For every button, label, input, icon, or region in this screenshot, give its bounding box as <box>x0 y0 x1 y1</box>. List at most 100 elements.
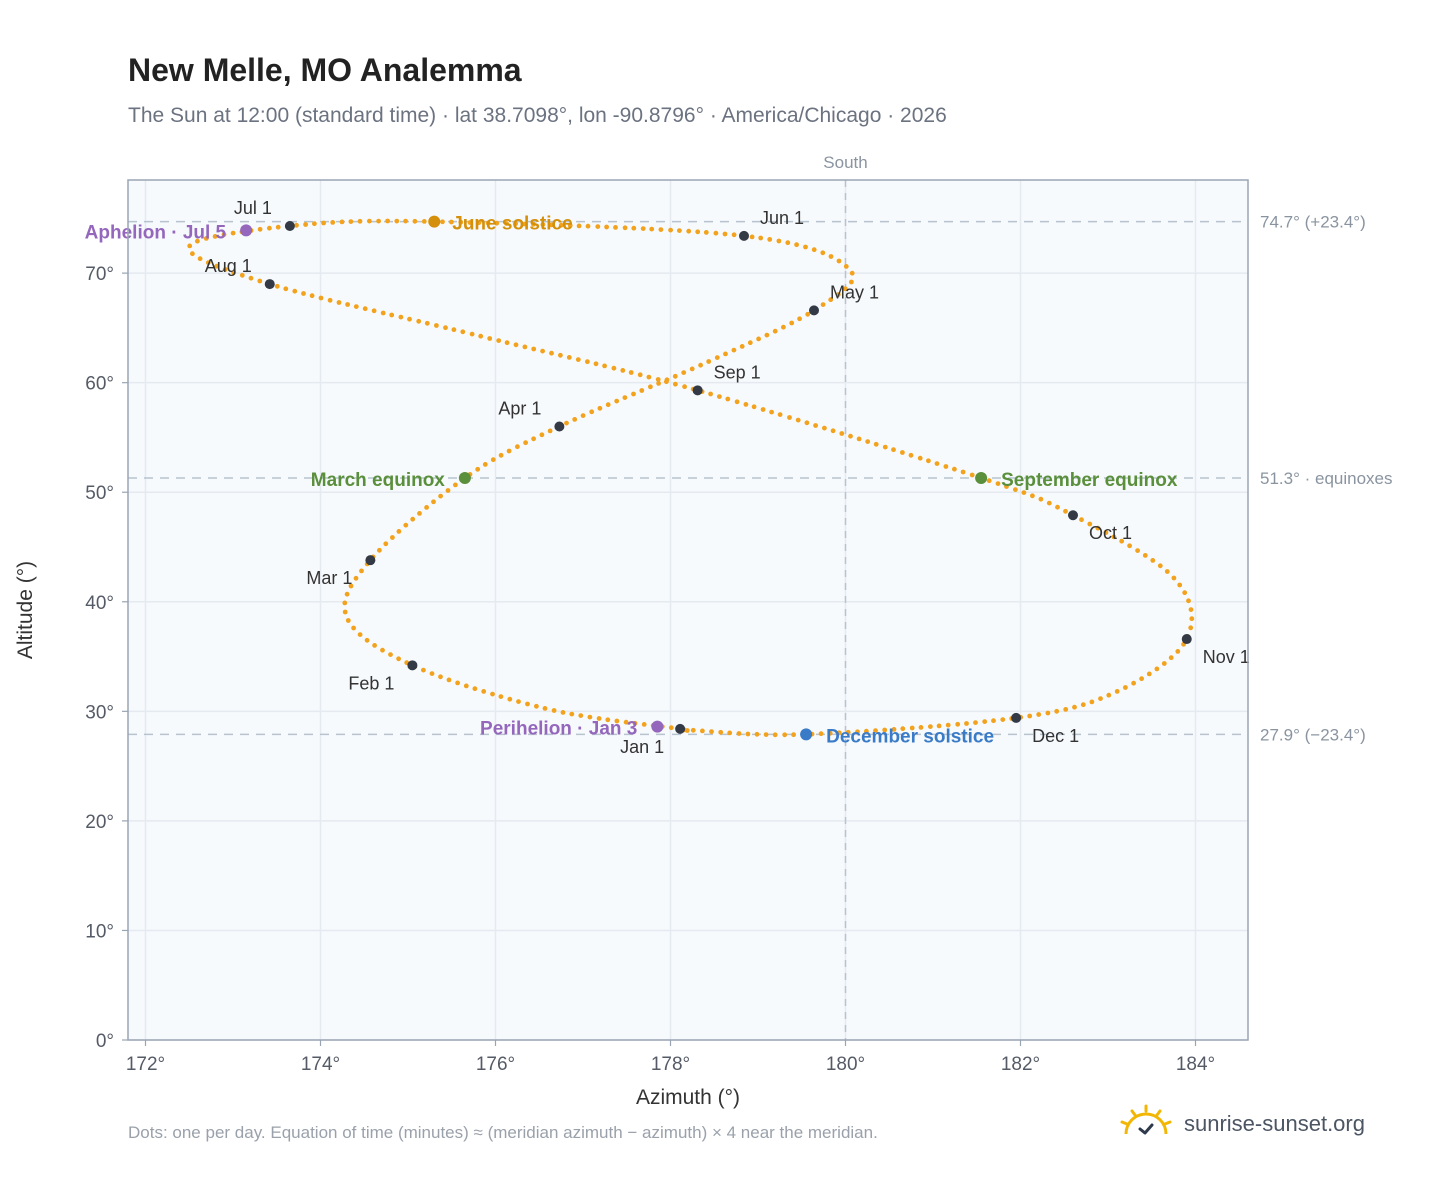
daily-dot <box>549 350 554 356</box>
reference-line-label: 27.9° (−23.4°) <box>1260 725 1366 744</box>
daily-dot <box>785 240 791 246</box>
month-marker <box>675 723 686 734</box>
y-tick-label: 30° <box>85 702 114 723</box>
daily-dot <box>767 237 773 242</box>
event-label: Perihelion · Jan 3 <box>480 719 637 740</box>
daily-dot <box>686 228 692 234</box>
daily-dot <box>745 731 751 737</box>
daily-dot <box>969 472 975 478</box>
daily-dot <box>504 221 509 226</box>
daily-dot <box>443 325 448 331</box>
daily-dot <box>203 236 209 241</box>
daily-dot <box>342 609 348 615</box>
x-tick-label: 176° <box>476 1054 515 1075</box>
daily-dot <box>446 677 452 683</box>
daily-dot <box>523 440 528 446</box>
daily-dot <box>321 220 326 226</box>
daily-dot <box>756 336 761 342</box>
daily-dot <box>205 260 211 266</box>
daily-dot <box>490 457 496 463</box>
daily-dot <box>835 292 841 297</box>
daily-dot <box>845 729 851 735</box>
daily-dot <box>275 224 281 230</box>
daily-dot <box>731 347 737 353</box>
daily-dot <box>522 344 528 350</box>
daily-dot <box>943 464 949 469</box>
daily-dot <box>1123 685 1128 690</box>
daily-dot <box>1089 699 1095 705</box>
daily-dot <box>952 466 957 472</box>
daily-dot <box>525 701 530 707</box>
daily-dot <box>747 340 753 346</box>
daily-dot <box>1030 493 1035 499</box>
daily-dot <box>385 218 390 224</box>
daily-dot <box>658 227 664 233</box>
brand-name[interactable]: sunrise-sunset.org <box>1184 1111 1365 1136</box>
daily-dot <box>623 719 629 725</box>
x-tick-label: 180° <box>826 1054 865 1075</box>
daily-dot <box>431 499 436 505</box>
daily-dot <box>827 730 833 736</box>
daily-dot <box>1013 487 1018 492</box>
daily-dot <box>257 226 263 232</box>
daily-dot <box>566 355 572 360</box>
daily-dot <box>380 647 385 653</box>
daily-dot <box>873 728 878 733</box>
daily-dot <box>344 591 350 597</box>
daily-dot <box>390 535 395 540</box>
daily-dot <box>481 689 487 694</box>
daily-dot <box>1000 717 1006 722</box>
daily-dot <box>620 368 626 373</box>
month-marker-label: Nov 1 <box>1203 647 1250 667</box>
daily-dot <box>540 348 545 354</box>
month-marker-label: Apr 1 <box>498 398 541 418</box>
daily-dot <box>822 425 827 431</box>
daily-dot <box>197 256 203 262</box>
daily-dot <box>787 415 792 420</box>
daily-dot <box>673 381 678 387</box>
month-marker <box>365 555 376 566</box>
daily-dot <box>516 699 521 704</box>
daily-dot <box>580 413 586 418</box>
x-tick-label: 184° <box>1176 1054 1215 1075</box>
daily-dot <box>605 717 611 723</box>
daily-dot <box>547 428 553 434</box>
daily-dot <box>1171 575 1177 581</box>
event-marker <box>651 720 664 733</box>
daily-dot <box>283 286 289 292</box>
plot-background <box>128 180 1248 1040</box>
daily-dot <box>632 720 638 726</box>
reference-lines: 74.7° (+23.4°) 51.3° · equinoxes 27.9° (−2… <box>128 180 1393 1040</box>
daily-dot <box>380 310 386 316</box>
daily-dot <box>301 291 306 296</box>
daily-dot <box>725 396 731 402</box>
daily-dot <box>1055 504 1060 510</box>
x-tick-label: 174° <box>301 1054 340 1075</box>
reference-line-label: 51.3° · equinoxes <box>1260 469 1393 488</box>
sun-logo-icon <box>1120 1104 1172 1135</box>
daily-dot <box>1131 680 1136 686</box>
daily-dot <box>791 732 796 738</box>
brand[interactable]: sunrise-sunset.org <box>1118 1102 1365 1146</box>
daily-dot <box>540 222 546 228</box>
daily-dot <box>797 316 802 322</box>
daily-dot <box>336 300 342 305</box>
daily-dot <box>1045 710 1051 716</box>
daily-dot <box>463 683 469 689</box>
daily-dot <box>777 412 783 417</box>
daily-dot <box>357 218 363 224</box>
daily-dot <box>891 727 897 732</box>
daily-dot <box>222 267 228 272</box>
daily-dot <box>1054 708 1060 714</box>
daily-dot <box>469 331 475 337</box>
month-marker <box>809 305 819 316</box>
daily-dot <box>843 286 848 292</box>
daily-dot <box>695 229 701 235</box>
daily-dot <box>1175 649 1181 654</box>
daily-dot <box>743 402 749 407</box>
daily-dot <box>760 407 766 412</box>
daily-dot <box>569 711 575 717</box>
daily-dot <box>498 452 504 458</box>
event-marker <box>975 471 988 484</box>
